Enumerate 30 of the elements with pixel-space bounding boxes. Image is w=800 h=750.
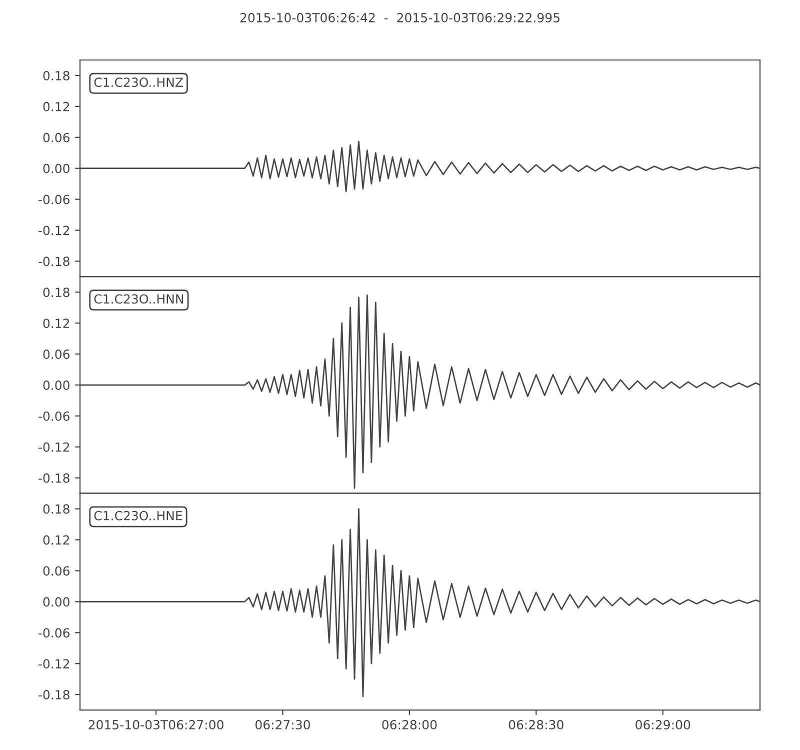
x-tick-label: 06:28:00 (382, 720, 437, 730)
y-tick-label: -0.18 (38, 473, 70, 483)
y-tick-label: -0.18 (38, 690, 70, 700)
y-tick-label: -0.06 (38, 628, 70, 638)
annotation: C1.C23O..HNN (94, 294, 184, 304)
y-tick-label: -0.06 (38, 194, 70, 204)
y-tick-label: 0.18 (43, 288, 70, 298)
annotation: C1.C23O..HNZ (94, 78, 183, 88)
y-tick-label: -0.12 (38, 442, 70, 452)
y-tick-label: 0.12 (43, 102, 70, 112)
x-tick-label: 06:27:30 (255, 720, 310, 730)
y-tick-label: 0.00 (43, 164, 70, 174)
y-tick-label: 0.06 (43, 350, 70, 359)
y-tick-label: 0.12 (43, 318, 70, 328)
y-tick-label: 0.00 (43, 597, 70, 607)
x-tick-label: 06:28:30 (508, 720, 564, 730)
x-tick-label: 2015-10-03T06:27:00 (88, 720, 224, 730)
y-tick-label: 0.00 (43, 380, 70, 390)
y-tick-label: 0.12 (43, 535, 70, 545)
y-tick-label: 0.06 (43, 566, 70, 576)
y-tick-label: 0.06 (43, 132, 70, 142)
annotation: C1.C23O..HNE (94, 510, 182, 520)
y-tick-label: -0.12 (38, 659, 70, 669)
y-tick-label: -0.18 (38, 256, 70, 266)
chart-title: 2015-10-03T06:26:42 - 2015-10-03T06:29:22.995 (240, 12, 560, 22)
y-tick-label: 0.18 (43, 70, 70, 80)
x-tick-label: 06:29:00 (636, 720, 690, 730)
y-tick-label: -0.06 (38, 411, 70, 421)
y-tick-label: 0.18 (43, 504, 70, 514)
y-tick-label: -0.12 (38, 226, 70, 236)
